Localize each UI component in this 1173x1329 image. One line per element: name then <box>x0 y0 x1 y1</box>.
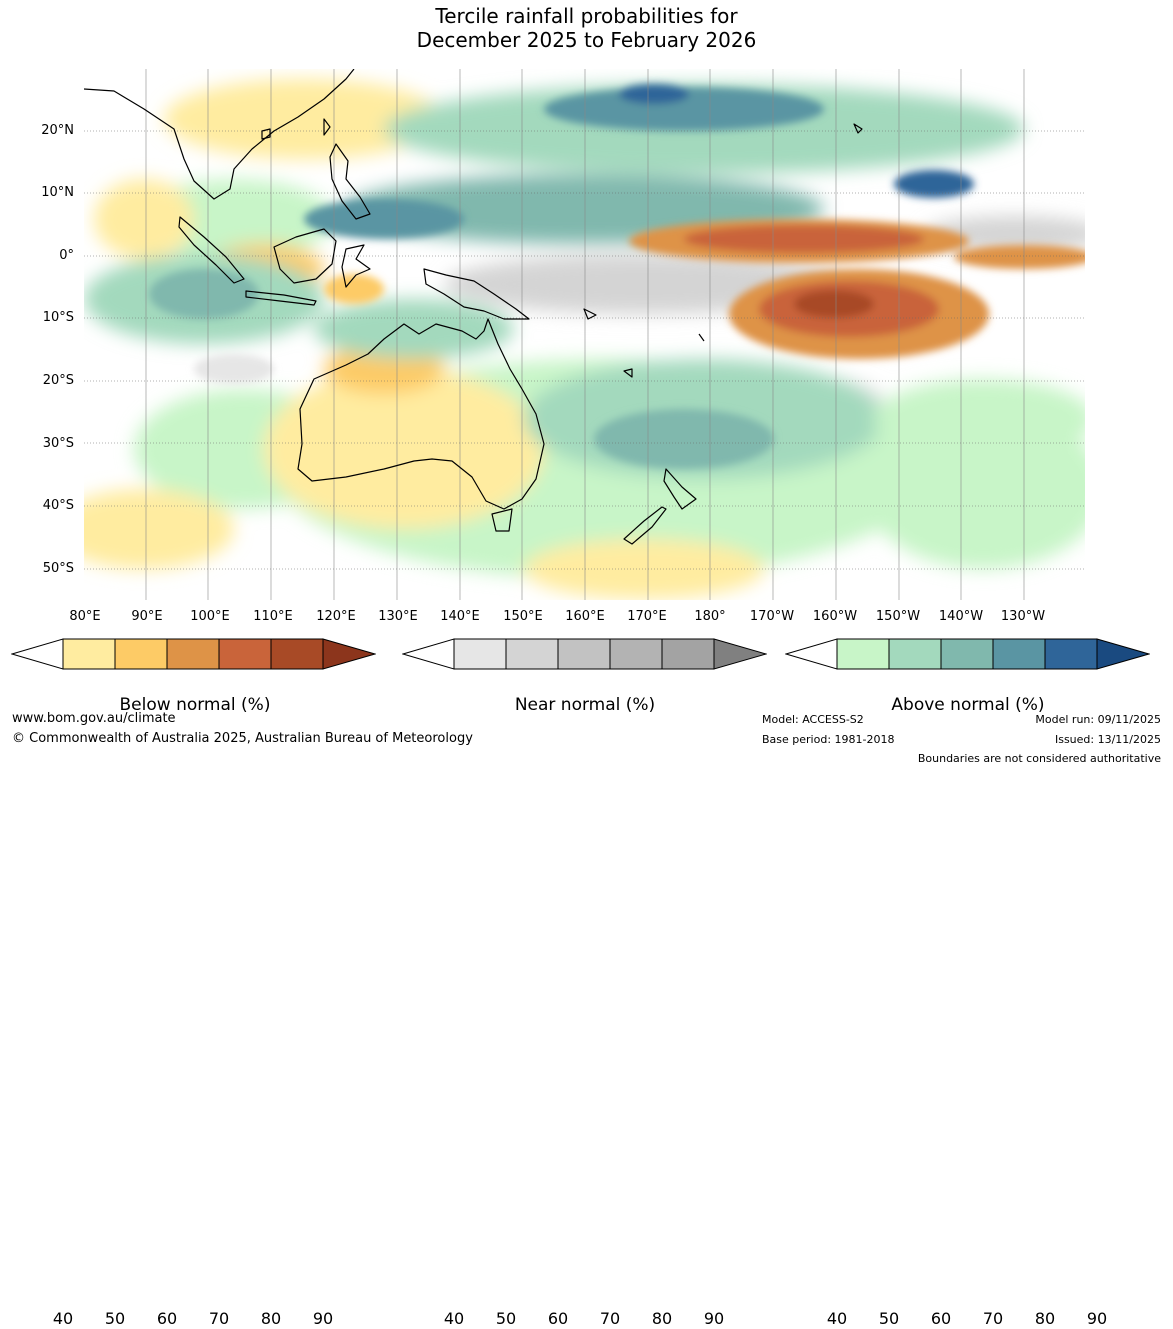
legend-below-tick: 70 <box>208 1309 230 1328</box>
legend-near-tick: 90 <box>703 1309 725 1328</box>
legend-above-tick: 50 <box>878 1309 900 1328</box>
legend-below-normal-label: Below normal (%) <box>119 695 271 715</box>
australia-coast <box>297 318 545 510</box>
lat-label-40s: 40°S <box>42 498 74 513</box>
legend-below-tick: 90 <box>312 1309 334 1328</box>
legend-above-tick: 60 <box>930 1309 952 1328</box>
lon-label-170w: 170°W <box>749 609 795 624</box>
legend-below-normal-bar <box>10 638 377 670</box>
legend-swatch <box>453 638 507 670</box>
legend-lower-extend <box>10 638 64 670</box>
legend-above-normal-ticks: 40 50 60 70 80 90 <box>785 1309 1150 1329</box>
legend-above-normal-label: Above normal (%) <box>891 695 1045 715</box>
lat-label-30s: 30°S <box>42 436 74 451</box>
lat-label-20n: 20°N <box>41 123 74 138</box>
lon-label-100e: 100°E <box>190 609 230 624</box>
model-name: Model: ACCESS-S2 <box>762 713 864 726</box>
legend-above-normal-bar <box>784 638 1151 670</box>
philippines-coast <box>329 143 371 220</box>
lon-label-130w: 130°W <box>1000 609 1046 624</box>
legend-swatch <box>609 638 663 670</box>
graticule <box>84 130 1085 570</box>
model-run-date: Model run: 09/11/2025 <box>1035 713 1161 726</box>
legend-below-tick: 50 <box>104 1309 126 1328</box>
legend-swatch <box>661 638 715 670</box>
legend-near-tick: 60 <box>547 1309 569 1328</box>
legend-lower-extend <box>401 638 455 670</box>
lon-label-80e: 80°E <box>69 609 101 624</box>
map-title-line1: Tercile rainfall probabilities for <box>435 4 738 28</box>
lon-label-150w: 150°W <box>875 609 921 624</box>
legend-swatch <box>505 638 559 670</box>
lon-label-160w: 160°W <box>812 609 858 624</box>
lon-label-90e: 90°E <box>131 609 163 624</box>
legend-below-tick: 40 <box>52 1309 74 1328</box>
legend-swatch <box>166 638 220 670</box>
legend-swatch <box>940 638 994 670</box>
new-guinea-coast <box>423 268 530 320</box>
legend-below-tick: 60 <box>156 1309 178 1328</box>
legend-near-tick: 70 <box>599 1309 621 1328</box>
issued-date: Issued: 13/11/2025 <box>1054 733 1161 746</box>
lon-label-130e: 130°E <box>378 609 418 624</box>
map-title-line2: December 2025 to February 2026 <box>416 28 757 52</box>
legend-above-tick: 80 <box>1034 1309 1056 1328</box>
legend-above-normal: 40 50 60 70 80 90 <box>784 638 1151 1328</box>
legend-swatch <box>888 638 942 670</box>
lon-label-120e: 120°E <box>316 609 356 624</box>
legend-swatch <box>557 638 611 670</box>
legend-below-normal-ticks: 40 50 60 70 80 90 <box>11 1309 376 1329</box>
legend-upper-extend <box>713 638 768 670</box>
legend-swatch <box>836 638 890 670</box>
lat-label-50s: 50°S <box>42 561 74 576</box>
coastlines <box>84 69 863 545</box>
legend-above-tick: 40 <box>826 1309 848 1328</box>
new-zealand-coast <box>623 468 697 545</box>
legend-swatch <box>270 638 324 670</box>
legend-swatch <box>114 638 168 670</box>
base-period: Base period: 1981-2018 <box>762 733 895 746</box>
legend-upper-extend <box>322 638 377 670</box>
legend-near-normal-ticks: 40 50 60 70 80 90 <box>402 1309 767 1329</box>
legend-swatch <box>992 638 1046 670</box>
lon-label-160e: 160°E <box>565 609 605 624</box>
tasmania-coast <box>491 508 513 532</box>
asia-coast <box>84 69 355 200</box>
legend-below-normal: 40 50 60 70 80 90 <box>10 638 377 1328</box>
sulawesi-coast <box>341 244 371 288</box>
lat-label-10n: 10°N <box>41 185 74 200</box>
legend-swatch <box>218 638 272 670</box>
java-coast <box>245 290 317 306</box>
lon-label-140w: 140°W <box>938 609 984 624</box>
legend-near-normal-bar <box>401 638 768 670</box>
lat-label-20s: 20°S <box>42 373 74 388</box>
legend-lower-extend <box>784 638 838 670</box>
legend-near-normal-label: Near normal (%) <box>514 695 656 715</box>
sumatra-coast <box>178 216 245 284</box>
legend-above-tick: 70 <box>982 1309 1004 1328</box>
legend-swatch <box>1044 638 1098 670</box>
legend-near-tick: 50 <box>495 1309 517 1328</box>
lon-label-170e: 170°E <box>627 609 667 624</box>
lat-label-0: 0° <box>59 248 74 263</box>
lon-label-150e: 150°E <box>503 609 543 624</box>
lat-label-10s: 10°S <box>42 310 74 325</box>
legend-upper-extend <box>1096 638 1151 670</box>
legend-swatch <box>62 638 116 670</box>
lon-label-180: 180° <box>694 609 726 624</box>
lon-label-110e: 110°E <box>253 609 293 624</box>
legend-near-normal: 40 50 60 70 80 90 <box>401 638 768 1328</box>
borneo-coast <box>273 228 337 284</box>
rainfall-probability-map <box>84 69 1085 600</box>
legend-below-tick: 80 <box>260 1309 282 1328</box>
boundaries-disclaimer: Boundaries are not considered authoritat… <box>917 752 1161 765</box>
lon-label-140e: 140°E <box>440 609 480 624</box>
legend-near-tick: 80 <box>651 1309 673 1328</box>
legend-near-tick: 40 <box>443 1309 465 1328</box>
legend-above-tick: 90 <box>1086 1309 1108 1328</box>
website-link[interactable]: www.bom.gov.au/climate <box>12 711 176 726</box>
copyright-text: © Commonwealth of Australia 2025, Austra… <box>12 731 473 746</box>
